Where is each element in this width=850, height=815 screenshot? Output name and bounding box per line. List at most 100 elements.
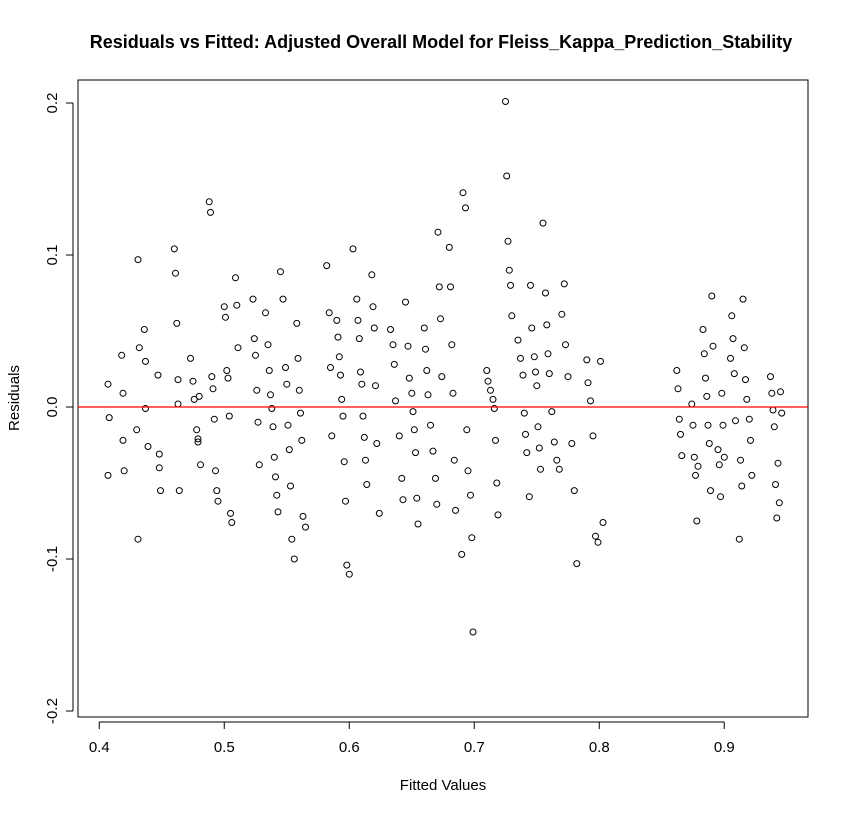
y-tick-label: -0.2 bbox=[44, 698, 61, 724]
data-point bbox=[434, 228, 442, 236]
data-point bbox=[589, 432, 597, 440]
x-tick-label: 0.7 bbox=[464, 739, 485, 756]
data-point bbox=[692, 471, 699, 479]
data-point bbox=[483, 367, 491, 374]
data-point bbox=[707, 487, 714, 495]
data-point bbox=[333, 316, 341, 324]
data-point bbox=[673, 367, 681, 374]
data-point bbox=[522, 430, 529, 438]
data-point bbox=[562, 341, 569, 349]
data-point bbox=[279, 295, 287, 303]
data-point bbox=[517, 354, 524, 362]
data-point bbox=[270, 453, 278, 461]
data-point bbox=[414, 520, 422, 528]
data-point bbox=[335, 353, 343, 361]
data-point bbox=[748, 471, 756, 479]
data-point bbox=[420, 324, 428, 332]
data-point bbox=[189, 377, 197, 385]
data-point bbox=[170, 245, 178, 253]
data-point bbox=[532, 368, 539, 376]
data-point bbox=[272, 473, 279, 481]
data-point bbox=[284, 421, 292, 429]
data-point bbox=[469, 628, 477, 636]
data-point bbox=[369, 303, 377, 311]
data-point bbox=[370, 324, 378, 332]
data-point bbox=[584, 379, 592, 387]
data-point bbox=[323, 262, 331, 270]
data-point bbox=[452, 506, 459, 514]
data-point bbox=[424, 391, 432, 399]
data-point bbox=[688, 400, 696, 408]
data-point bbox=[539, 219, 547, 227]
data-point bbox=[429, 447, 437, 455]
data-point bbox=[297, 409, 304, 417]
data-point bbox=[548, 408, 556, 416]
data-point bbox=[412, 449, 419, 457]
data-point bbox=[494, 511, 502, 519]
data-point bbox=[387, 326, 394, 333]
data-point bbox=[523, 449, 531, 457]
data-point bbox=[490, 405, 498, 412]
data-point bbox=[715, 461, 723, 469]
data-point bbox=[375, 509, 383, 517]
data-point bbox=[362, 456, 369, 464]
data-point bbox=[537, 465, 544, 473]
data-point bbox=[134, 256, 142, 264]
data-point bbox=[767, 373, 774, 381]
data-point bbox=[450, 456, 458, 464]
data-point bbox=[355, 335, 363, 343]
data-point bbox=[285, 446, 293, 454]
data-point bbox=[543, 321, 551, 329]
data-point bbox=[769, 406, 777, 414]
data-point bbox=[274, 508, 282, 516]
data-point bbox=[555, 465, 563, 473]
x-tick-label: 0.4 bbox=[89, 739, 110, 756]
data-point bbox=[134, 535, 142, 543]
data-point bbox=[360, 433, 368, 441]
data-point bbox=[119, 436, 127, 444]
data-point bbox=[337, 371, 344, 379]
data-point bbox=[728, 312, 736, 320]
data-point bbox=[703, 392, 711, 400]
data-point bbox=[155, 464, 163, 472]
data-point bbox=[334, 333, 342, 341]
data-point bbox=[770, 423, 778, 431]
data-point bbox=[233, 301, 241, 309]
data-point bbox=[730, 370, 738, 378]
data-point bbox=[508, 312, 516, 320]
data-point bbox=[392, 397, 399, 405]
data-point bbox=[774, 459, 782, 467]
data-point bbox=[435, 283, 443, 291]
data-point bbox=[738, 482, 746, 490]
data-point bbox=[503, 172, 511, 180]
data-point bbox=[427, 421, 434, 429]
data-point bbox=[174, 376, 182, 384]
data-point bbox=[553, 456, 561, 464]
data-point bbox=[550, 438, 558, 446]
data-point bbox=[458, 550, 466, 558]
data-point bbox=[293, 319, 301, 327]
data-point bbox=[568, 440, 576, 447]
data-point bbox=[484, 377, 492, 385]
data-point bbox=[197, 461, 204, 469]
data-point bbox=[599, 519, 607, 526]
y-tick-label: -0.1 bbox=[44, 546, 61, 572]
data-point bbox=[438, 373, 446, 381]
data-point bbox=[155, 450, 163, 458]
data-point bbox=[735, 535, 743, 543]
data-point bbox=[253, 386, 261, 394]
data-point bbox=[737, 456, 744, 464]
data-point bbox=[560, 280, 568, 288]
data-point bbox=[705, 440, 713, 447]
data-point bbox=[372, 382, 379, 390]
data-point bbox=[718, 389, 726, 397]
data-point bbox=[507, 281, 514, 289]
data-point bbox=[105, 414, 113, 422]
data-point bbox=[732, 417, 739, 425]
data-point bbox=[410, 426, 418, 434]
data-point bbox=[358, 380, 366, 388]
x-tick-label: 0.6 bbox=[339, 739, 360, 756]
data-point bbox=[423, 367, 431, 374]
data-point bbox=[708, 292, 716, 300]
data-point bbox=[298, 436, 306, 444]
